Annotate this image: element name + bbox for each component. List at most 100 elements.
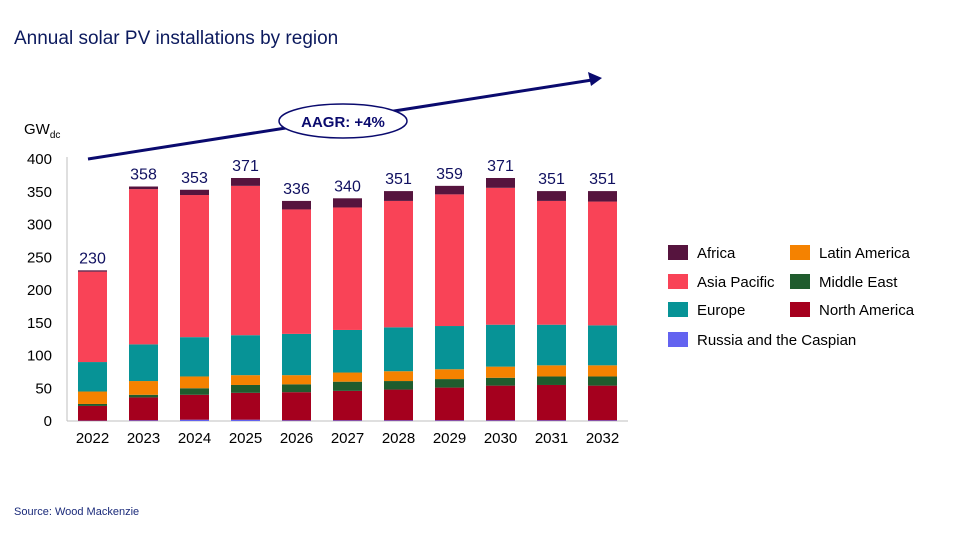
bar-segment-north-america: [588, 385, 617, 421]
bar-segment-north-america: [486, 385, 515, 421]
y-tick-label: 150: [27, 315, 52, 332]
legend-item: Middle East: [790, 274, 898, 291]
total-label: 371: [232, 158, 259, 175]
bar-segment-latin-america: [78, 391, 107, 404]
bar-segment-russia-and-the-caspian: [231, 419, 260, 421]
y-tick-label: 0: [44, 413, 52, 430]
legend-label: Africa: [697, 245, 736, 262]
aagr-label: AAGR: +4%: [301, 114, 385, 131]
y-tick-label: 50: [35, 380, 52, 397]
bar-segment-africa: [282, 200, 311, 210]
total-label: 358: [130, 167, 157, 184]
bar-segment-asia-pacific: [588, 201, 617, 326]
legend-label: Latin America: [819, 245, 911, 262]
legend-swatch: [668, 245, 688, 260]
total-label: 359: [436, 166, 463, 183]
bar-segment-russia-and-the-caspian: [180, 419, 209, 421]
bar-segment-africa: [486, 177, 515, 188]
x-tick-label: 2031: [535, 430, 568, 447]
bar-segment-africa: [78, 270, 107, 272]
total-label: 230: [79, 250, 106, 267]
bar-segment-latin-america: [282, 375, 311, 385]
bar-segment-latin-america: [435, 369, 464, 380]
bar-segment-europe: [129, 344, 158, 382]
bar-segment-north-america: [282, 392, 311, 421]
bar-segment-europe: [282, 333, 311, 376]
x-tick-label: 2029: [433, 430, 466, 447]
legend-swatch: [668, 332, 688, 347]
x-tick-label: 2032: [586, 430, 619, 447]
bar-segment-africa: [129, 186, 158, 190]
bar-segment-russia-and-the-caspian: [435, 420, 464, 421]
bar-segment-africa: [435, 185, 464, 195]
bar-segment-north-america: [129, 397, 158, 421]
y-tick-label: 300: [27, 217, 52, 234]
bar-segment-asia-pacific: [486, 187, 515, 325]
bar-segment-north-america: [180, 394, 209, 420]
x-tick-label: 2027: [331, 430, 364, 447]
bar-segment-russia-and-the-caspian: [282, 420, 311, 421]
bar-segment-middle-east: [180, 388, 209, 395]
bar-segment-middle-east: [333, 381, 362, 391]
legend-swatch: [790, 245, 810, 260]
bar-segment-north-america: [78, 405, 107, 421]
y-tick-label: 350: [27, 184, 52, 201]
bar-segment-europe: [435, 326, 464, 370]
trend-arrow: AAGR: +4%: [87, 72, 602, 161]
bar-segment-africa: [384, 191, 413, 201]
bar-segment-latin-america: [129, 381, 158, 395]
bar-segment-africa: [180, 189, 209, 196]
bar-segment-asia-pacific: [129, 189, 158, 345]
aagr-ellipse: [278, 103, 408, 139]
bar-segment-africa: [588, 191, 617, 202]
legend-item: Africa: [668, 245, 736, 262]
y-axis-unit-sub: dc: [50, 130, 61, 141]
bar-segment-middle-east: [435, 379, 464, 388]
legend-label: Middle East: [819, 274, 898, 291]
y-tick-label: 250: [27, 249, 52, 266]
y-tick-label: 200: [27, 282, 52, 299]
x-tick-label: 2022: [76, 430, 109, 447]
legend-item: Europe: [668, 302, 745, 319]
bar-segment-north-america: [333, 390, 362, 421]
bar-segment-middle-east: [486, 377, 515, 386]
total-label: 351: [589, 171, 616, 188]
legend-swatch: [790, 274, 810, 289]
bar-segment-russia-and-the-caspian: [486, 420, 515, 421]
legend-swatch: [668, 274, 688, 289]
bar-segment-north-america: [384, 389, 413, 421]
bar-segment-russia-and-the-caspian: [333, 420, 362, 421]
bar-segment-asia-pacific: [384, 200, 413, 328]
bar-segment-africa: [333, 198, 362, 208]
bar-segment-middle-east: [384, 381, 413, 390]
legend-swatch: [668, 302, 688, 317]
bar-segment-asia-pacific: [537, 200, 566, 325]
legend-label: Europe: [697, 302, 745, 319]
legend-swatch: [790, 302, 810, 317]
bar-segment-latin-america: [384, 371, 413, 382]
bar-segment-russia-and-the-caspian: [129, 420, 158, 421]
source-note: Source: Wood Mackenzie: [14, 506, 140, 518]
bar-segment-middle-east: [78, 403, 107, 406]
bar-segment-asia-pacific: [333, 207, 362, 330]
bar-segment-latin-america: [537, 365, 566, 377]
bar-segment-latin-america: [588, 365, 617, 377]
legend-item: North America: [790, 302, 915, 319]
bar-segment-europe: [537, 324, 566, 366]
legend-label: Asia Pacific: [697, 274, 775, 291]
x-tick-label: 2023: [127, 430, 160, 447]
bar-segment-asia-pacific: [282, 209, 311, 334]
y-tick-label: 400: [27, 151, 52, 168]
bar-segment-europe: [180, 337, 209, 377]
bar-segment-russia-and-the-caspian: [537, 420, 566, 421]
x-tick-label: 2024: [178, 430, 211, 447]
bar-segment-middle-east: [282, 384, 311, 393]
bar-segment-latin-america: [333, 372, 362, 382]
legend-item: Asia Pacific: [668, 274, 775, 291]
bar-segment-europe: [231, 335, 260, 376]
x-tick-label: 2026: [280, 430, 313, 447]
bar-segment-europe: [333, 329, 362, 373]
bar-segment-europe: [78, 362, 107, 392]
total-label: 351: [538, 171, 565, 188]
bar-segment-asia-pacific: [78, 271, 107, 363]
